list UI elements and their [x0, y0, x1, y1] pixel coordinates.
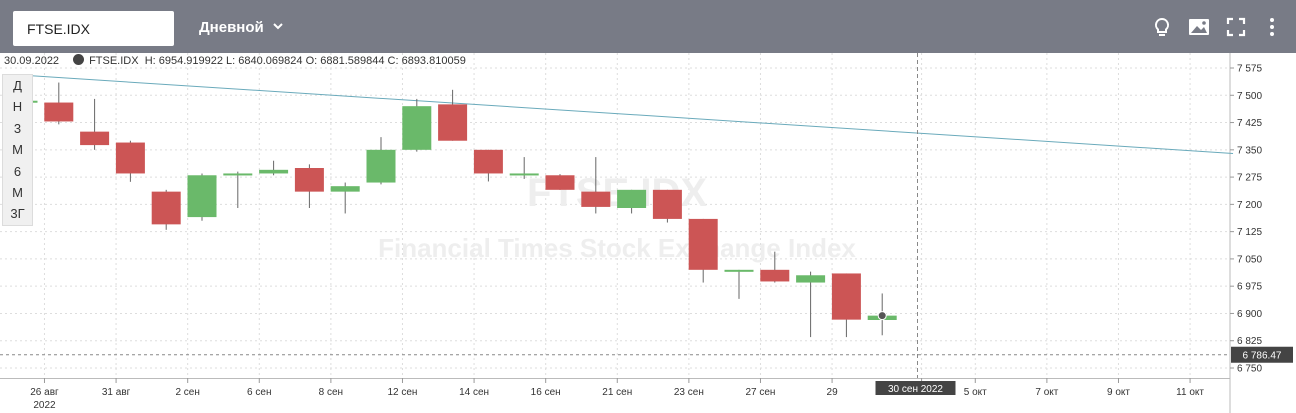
- range-button-3[interactable]: 3: [13, 120, 22, 136]
- price-tick-label: 6 750: [1237, 364, 1262, 375]
- price-crosshair-label-bg: [1231, 346, 1293, 363]
- trendline-segment[interactable]: [12, 74, 1234, 154]
- time-tick-label: 6 сен: [247, 387, 271, 398]
- candle-down: [473, 149, 503, 174]
- candle-down: [80, 131, 110, 146]
- legend-ohlc: H: 6954.919922 L: 6840.069824 O: 6881.58…: [144, 55, 466, 67]
- last-price-marker: [877, 311, 887, 321]
- price-tick-label: 6 900: [1237, 309, 1262, 320]
- time-tick-label: 5 окт: [964, 387, 987, 398]
- candle-down: [294, 168, 324, 192]
- candles: [8, 82, 897, 338]
- watermark-subtitle: Financial Times Stock Exchange Index: [378, 233, 856, 263]
- time-tick-label: 29: [827, 387, 839, 398]
- symbol-search-field[interactable]: FTSE.IDX: [13, 11, 174, 46]
- candle-up: [223, 173, 253, 176]
- time-tick-label: 11 окт: [1176, 387, 1204, 398]
- price-tick-label: 7 275: [1237, 173, 1262, 184]
- ohlc-legend: 30.09.2022 FTSE.IDX H: 6954.919922 L: 684…: [4, 54, 466, 67]
- time-tick-label: 2 сен: [175, 387, 199, 398]
- image-icon[interactable]: [1188, 16, 1210, 38]
- candle-up: [187, 175, 217, 218]
- range-button-6[interactable]: 6: [13, 163, 22, 179]
- price-tick-label: 7 200: [1237, 200, 1262, 211]
- price-tick-label: 6 975: [1237, 282, 1262, 293]
- time-tick-label: 7 окт: [1035, 387, 1058, 398]
- candle-down: [688, 218, 718, 270]
- grid-lines: [0, 53, 1231, 413]
- candle-down: [44, 102, 74, 122]
- range-button-day[interactable]: Д: [13, 78, 22, 93]
- watermark: FTSE.IDX Financial Times Stock Exchange …: [378, 171, 856, 263]
- range-button-month-2[interactable]: М: [12, 184, 23, 200]
- fullscreen-icon[interactable]: [1225, 16, 1247, 38]
- time-tick-label: 16 сен: [531, 387, 561, 398]
- price-tick-label: 6 825: [1237, 336, 1262, 347]
- price-axis[interactable]: 7 575 7 500 7 425 7 350 7 275 7 200 7 125 7 050…: [1230, 64, 1293, 375]
- lightbulb-icon[interactable]: [1151, 16, 1173, 38]
- trendline[interactable]: [12, 74, 1234, 154]
- top-toolbar: FTSE.IDX Дневной: [0, 0, 1296, 53]
- candle-up: [509, 173, 539, 176]
- time-tick-label: 9 окт: [1107, 387, 1130, 398]
- candle-down: [760, 269, 790, 282]
- range-buttons: Д Н 3 М 6 М 3Г: [2, 74, 33, 226]
- price-tick-label: 7 350: [1237, 145, 1262, 156]
- date-crosshair-label: 30 сен 2022: [888, 384, 943, 395]
- candle-up: [330, 186, 360, 192]
- range-button-3-years[interactable]: 3Г: [10, 206, 25, 222]
- candle-down: [581, 191, 611, 207]
- price-chart[interactable]: FTSE.IDX Financial Times Stock Exchange …: [0, 53, 1296, 413]
- candle-down: [151, 191, 181, 225]
- interval-selector[interactable]: Дневной: [199, 19, 264, 36]
- candle-up: [617, 189, 647, 208]
- legend-date: 30.09.2022: [4, 55, 60, 67]
- candle-up: [259, 169, 289, 174]
- price-tick-label: 7 500: [1237, 91, 1262, 102]
- chevron-down-icon[interactable]: [272, 21, 284, 31]
- symbol-text: FTSE.IDX: [27, 21, 91, 37]
- more-vertical-icon[interactable]: [1261, 16, 1283, 38]
- price-tick-label: 7 575: [1237, 64, 1262, 75]
- price-tick-label: 7 425: [1237, 118, 1262, 129]
- price-tick-label: 7 050: [1237, 254, 1262, 265]
- time-tick-label: 23 сен: [674, 387, 704, 398]
- candle-down: [545, 175, 575, 190]
- time-tick-label: 14 сен: [459, 387, 489, 398]
- series-dot-icon: [73, 54, 85, 65]
- price-tick-label: 7 125: [1237, 227, 1262, 238]
- time-axis[interactable]: 26 авг 2022 31 авг 2 сен 6 сен 8 сен 12 сен 14 …: [30, 378, 1204, 411]
- candle-down: [831, 273, 861, 320]
- range-button-month[interactable]: М: [12, 142, 23, 158]
- time-tick-label: 12 сен: [387, 387, 417, 398]
- candle-up: [724, 269, 754, 272]
- time-tick-label: 8 сен: [319, 387, 343, 398]
- legend-symbol: FTSE.IDX: [89, 55, 139, 67]
- candle-down: [115, 142, 145, 174]
- candle-up: [402, 106, 432, 150]
- candle-down: [652, 189, 682, 219]
- range-button-week[interactable]: Н: [12, 99, 23, 115]
- candle-down: [438, 104, 468, 141]
- time-tick-label: 31 авг: [102, 387, 131, 398]
- time-tick-label: 21 сен: [602, 387, 632, 398]
- time-tick-year-label: 2022: [33, 400, 56, 411]
- candle-up: [796, 275, 826, 283]
- candle-up: [366, 149, 396, 183]
- time-tick-label: 27 сен: [745, 387, 775, 398]
- crosshair-overlay: [0, 53, 1230, 378]
- price-crosshair-label: 6 786.47: [1243, 351, 1282, 362]
- time-tick-label: 26 авг: [30, 387, 59, 398]
- date-crosshair-label-bg: [875, 381, 956, 395]
